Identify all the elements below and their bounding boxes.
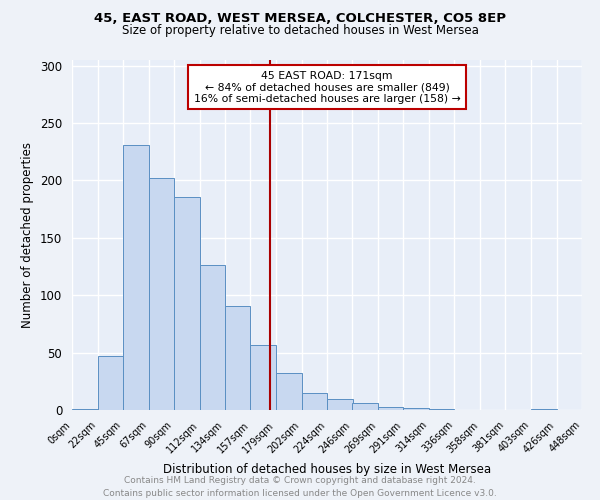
Bar xyxy=(123,145,149,410)
Y-axis label: Number of detached properties: Number of detached properties xyxy=(22,142,34,328)
X-axis label: Distribution of detached houses by size in West Mersea: Distribution of detached houses by size … xyxy=(163,463,491,476)
Text: Size of property relative to detached houses in West Mersea: Size of property relative to detached ho… xyxy=(122,24,478,37)
Bar xyxy=(97,356,123,410)
Text: Contains HM Land Registry data © Crown copyright and database right 2024.
Contai: Contains HM Land Registry data © Crown c… xyxy=(103,476,497,498)
Bar xyxy=(276,374,302,410)
Text: 45 EAST ROAD: 171sqm
← 84% of detached houses are smaller (849)
16% of semi-deta: 45 EAST ROAD: 171sqm ← 84% of detached h… xyxy=(194,70,460,104)
Bar xyxy=(174,196,199,410)
Text: 45, EAST ROAD, WEST MERSEA, COLCHESTER, CO5 8EP: 45, EAST ROAD, WEST MERSEA, COLCHESTER, … xyxy=(94,12,506,26)
Bar xyxy=(352,403,378,410)
Bar xyxy=(302,393,327,410)
Bar xyxy=(429,409,455,410)
Bar xyxy=(72,409,97,410)
Bar xyxy=(225,306,251,410)
Bar xyxy=(251,344,276,410)
Bar xyxy=(327,398,353,410)
Bar xyxy=(403,408,429,410)
Bar xyxy=(378,406,403,410)
Bar xyxy=(199,266,225,410)
Bar xyxy=(149,178,174,410)
Bar xyxy=(531,409,557,410)
